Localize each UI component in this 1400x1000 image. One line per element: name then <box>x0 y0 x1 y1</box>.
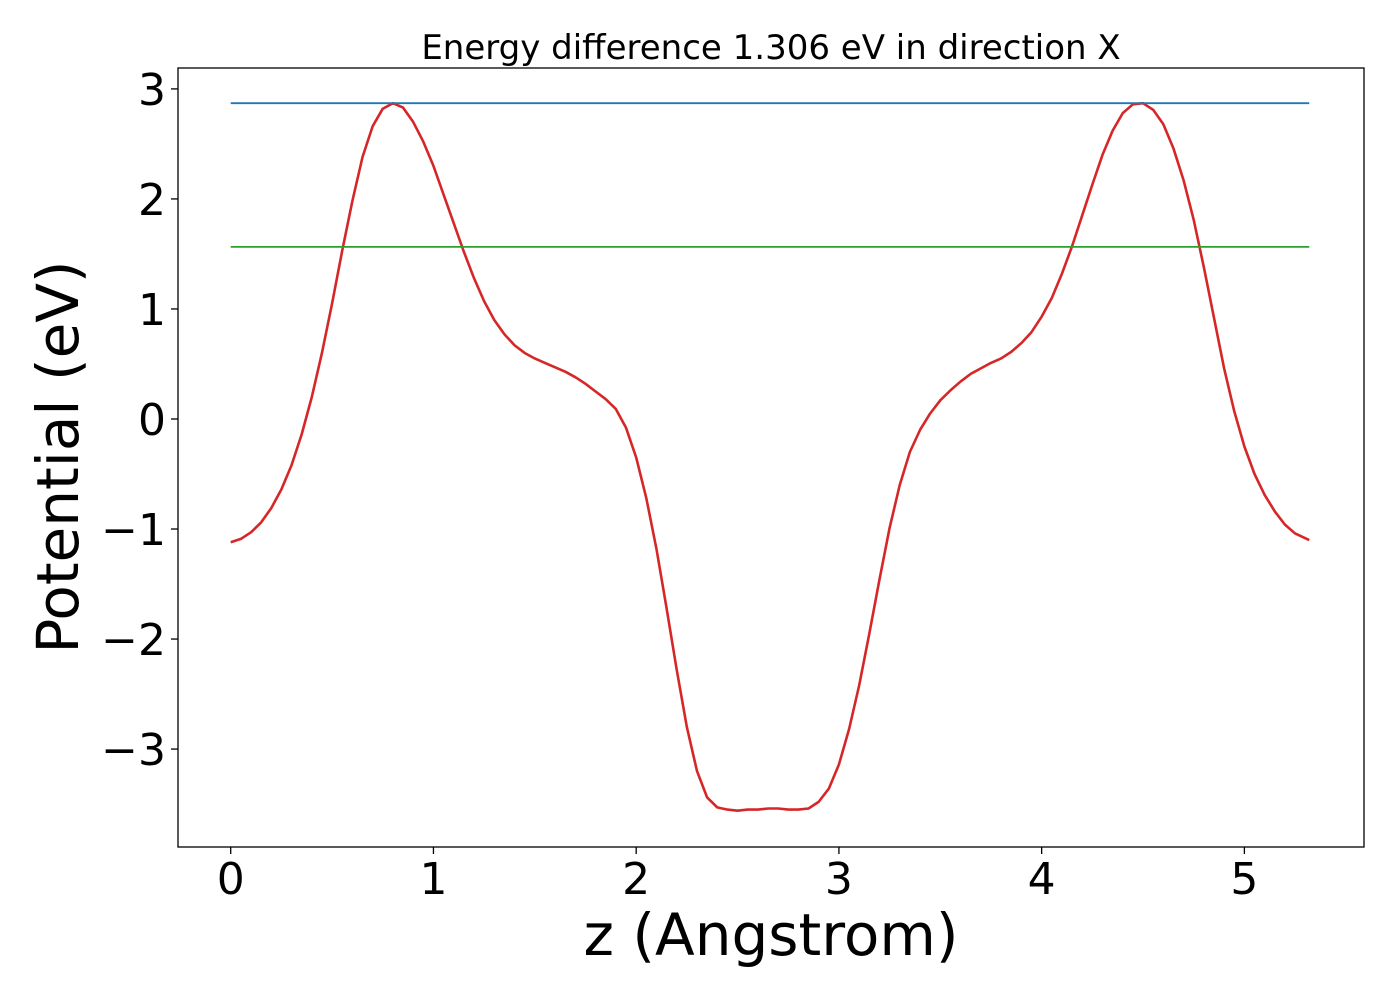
y-axis: 3 2 1 0 −1 −2 −3 <box>101 65 178 776</box>
y-tick-label: 0 <box>138 395 166 446</box>
x-tick-label: 3 <box>825 854 853 905</box>
x-tick-label: 4 <box>1028 854 1056 905</box>
y-tick-label: −2 <box>101 615 166 666</box>
x-tick-label: 5 <box>1230 854 1258 905</box>
y-tick-label: 2 <box>138 175 166 226</box>
y-tick-label: 3 <box>138 65 166 116</box>
potential-curve <box>230 101 1310 812</box>
x-tick-label: 2 <box>622 854 650 905</box>
y-tick-label: −3 <box>101 725 166 776</box>
chart-title: Energy difference 1.306 eV in direction … <box>421 28 1120 68</box>
y-tick-label: −1 <box>101 505 166 556</box>
x-tick-label: 1 <box>419 854 447 905</box>
plot-area <box>230 101 1310 812</box>
x-tick-label: 0 <box>217 854 245 905</box>
y-tick-label: 1 <box>138 285 166 336</box>
x-axis-label: z (Angstrom) <box>584 901 959 969</box>
axes-frame <box>177 67 1365 848</box>
y-axis-label: Potential (eV) <box>24 260 92 653</box>
x-axis: 0 1 2 3 4 5 <box>217 847 1258 905</box>
